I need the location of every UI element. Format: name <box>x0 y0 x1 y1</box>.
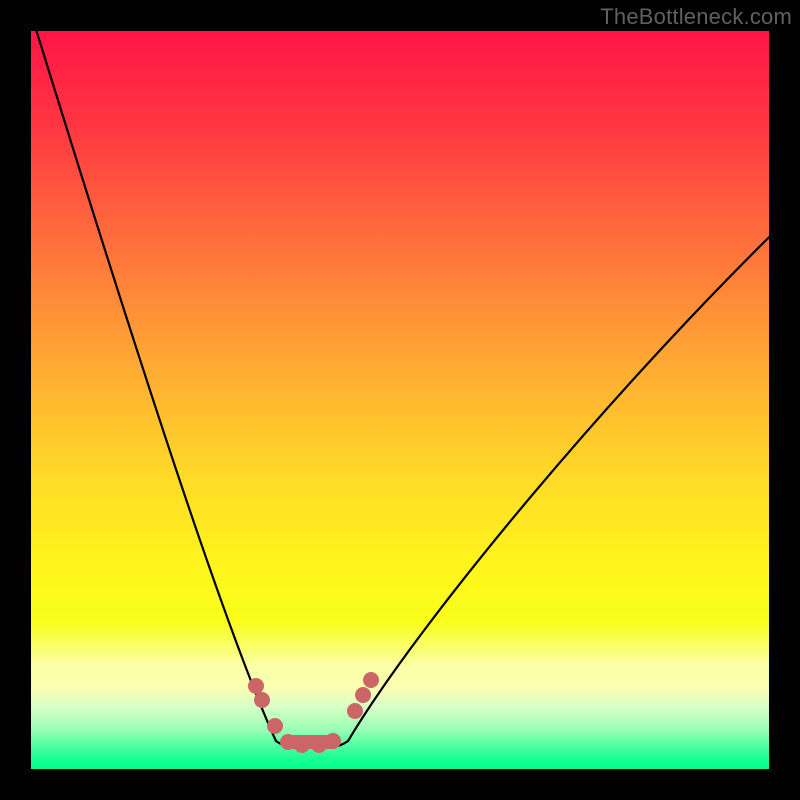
gradient-plot-area <box>31 31 769 769</box>
curve-marker <box>280 734 296 750</box>
curve-marker <box>254 692 270 708</box>
curve-marker <box>325 733 341 749</box>
bottleneck-chart <box>0 0 800 800</box>
curve-marker <box>355 687 371 703</box>
curve-marker <box>363 672 379 688</box>
curve-marker <box>267 718 283 734</box>
curve-marker <box>294 737 310 753</box>
curve-marker <box>347 703 363 719</box>
curve-marker <box>311 737 327 753</box>
curve-marker <box>248 678 264 694</box>
watermark-text: TheBottleneck.com <box>600 4 792 30</box>
